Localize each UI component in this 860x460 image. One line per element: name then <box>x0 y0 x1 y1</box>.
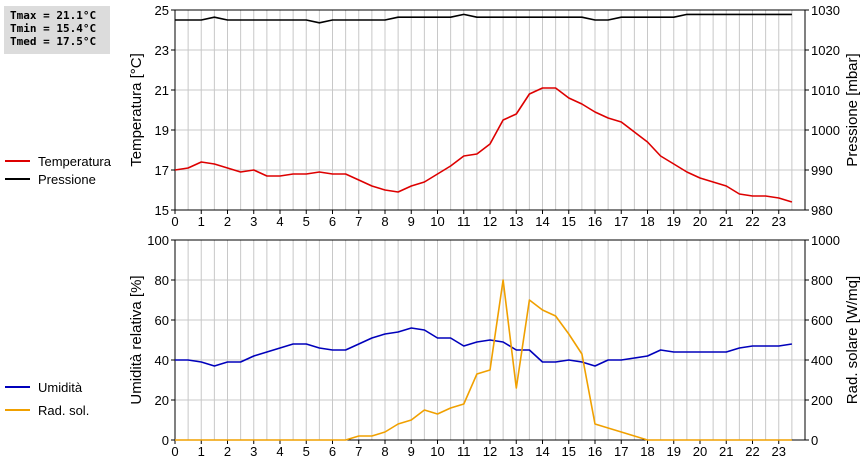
y-left-tick-label: 0 <box>162 433 169 448</box>
x-tick-label: 20 <box>693 444 707 459</box>
x-tick-label: 21 <box>719 444 733 459</box>
y-right-axis-label: Rad. solare [W/mq] <box>844 276 860 404</box>
y-left-tick-label: 15 <box>155 203 169 218</box>
y-right-tick-label: 1010 <box>811 83 840 98</box>
series-line-2-2 <box>175 279 792 441</box>
x-tick-label: 20 <box>693 214 707 229</box>
y-right-tick-label: 0 <box>811 433 818 448</box>
x-tick-label: 17 <box>614 444 628 459</box>
x-tick-label: 1 <box>198 214 205 229</box>
x-tick-label: 0 <box>171 214 178 229</box>
legend-label: Pressione <box>38 172 96 187</box>
stat-tmax: Tmax = 21.1°C <box>10 9 97 22</box>
x-tick-label: 23 <box>772 444 786 459</box>
y-left-tick-label: 19 <box>155 123 169 138</box>
x-tick-label: 11 <box>457 444 471 459</box>
x-tick-label: 3 <box>250 214 257 229</box>
x-tick-label: 16 <box>588 444 602 459</box>
x-tick-label: 12 <box>483 444 497 459</box>
x-tick-label: 19 <box>667 214 681 229</box>
x-tick-label: 3 <box>250 444 257 459</box>
y-right-tick-label: 1020 <box>811 43 840 58</box>
y-left-tick-label: 20 <box>155 393 169 408</box>
series-line-1-1 <box>174 87 793 203</box>
legend-label: Temperatura <box>38 154 112 169</box>
x-tick-label: 6 <box>329 444 336 459</box>
x-tick-label: 14 <box>535 214 549 229</box>
legend-label: Umidità <box>38 380 83 395</box>
chart-panel-2: 0 1 2 3 4 5 6 7 8 9 10 11 12 13 14 15 16 17 18 19 20 21 22 2302… <box>5 233 860 459</box>
y-right-axis-label: Pressione [mbar] <box>844 53 860 166</box>
x-tick-label: 8 <box>381 214 388 229</box>
x-tick-label: 10 <box>430 214 444 229</box>
y-right-tick-label: 400 <box>811 353 833 368</box>
y-left-tick-label: 17 <box>155 163 169 178</box>
series-line-2-1 <box>175 327 793 367</box>
x-tick-label: 19 <box>667 444 681 459</box>
y-right-tick-label: 800 <box>811 273 833 288</box>
y-right-tick-label: 600 <box>811 313 833 328</box>
y-right-tick-label: 200 <box>811 393 833 408</box>
y-right-tick-label: 1000 <box>811 123 840 138</box>
y-right-tick-label: 1030 <box>811 3 840 18</box>
x-tick-label: 22 <box>745 214 759 229</box>
x-tick-label: 4 <box>276 214 283 229</box>
x-tick-label: 17 <box>614 214 628 229</box>
legend-label: Rad. sol. <box>38 403 89 418</box>
x-tick-label: 5 <box>303 214 310 229</box>
y-right-tick-label: 980 <box>811 203 833 218</box>
x-tick-label: 18 <box>640 214 654 229</box>
y-left-axis-label: Umidità relativa [%] <box>128 275 145 404</box>
x-tick-label: 9 <box>408 444 415 459</box>
x-tick-label: 10 <box>430 444 444 459</box>
x-tick-label: 13 <box>509 214 523 229</box>
stats-box: Tmax = 21.1°C Tmin = 15.4°C Tmed = 17.5°… <box>4 6 110 54</box>
x-tick-label: 8 <box>381 444 388 459</box>
x-tick-label: 0 <box>171 444 178 459</box>
stat-tmed: Tmed = 17.5°C <box>10 35 97 48</box>
y-left-tick-label: 21 <box>155 83 169 98</box>
y-left-tick-label: 23 <box>155 43 169 58</box>
x-tick-label: 12 <box>483 214 497 229</box>
x-tick-label: 15 <box>562 444 576 459</box>
x-tick-label: 4 <box>276 444 283 459</box>
y-left-tick-label: 25 <box>155 3 169 18</box>
x-tick-label: 11 <box>457 214 471 229</box>
x-tick-label: 15 <box>562 214 576 229</box>
x-tick-label: 21 <box>719 214 733 229</box>
x-tick-label: 7 <box>355 214 362 229</box>
stat-tmin: Tmin = 15.4°C <box>10 22 97 35</box>
y-left-tick-label: 40 <box>155 353 169 368</box>
x-tick-label: 13 <box>509 444 523 459</box>
y-left-axis-label: Temperatura [°C] <box>128 53 145 167</box>
x-tick-label: 5 <box>303 444 310 459</box>
y-left-tick-label: 100 <box>147 233 169 248</box>
x-tick-label: 1 <box>198 444 205 459</box>
x-tick-label: 7 <box>355 444 362 459</box>
series-line-1-2 <box>175 13 792 24</box>
x-tick-label: 16 <box>588 214 602 229</box>
x-tick-label: 22 <box>745 444 759 459</box>
x-tick-label: 9 <box>408 214 415 229</box>
y-left-tick-label: 60 <box>155 313 169 328</box>
y-right-tick-label: 990 <box>811 163 833 178</box>
x-tick-label: 14 <box>535 444 549 459</box>
y-right-tick-label: 1000 <box>811 233 840 248</box>
x-tick-label: 18 <box>640 444 654 459</box>
x-tick-label: 2 <box>224 214 231 229</box>
chart-panel-1: 0 1 2 3 4 5 6 7 8 9 10 11 12 13 14 15 16 17 18 19 20 21 22 2315… <box>5 3 860 229</box>
x-tick-label: 2 <box>224 444 231 459</box>
y-left-tick-label: 80 <box>155 273 169 288</box>
x-tick-label: 6 <box>329 214 336 229</box>
x-tick-label: 23 <box>772 214 786 229</box>
